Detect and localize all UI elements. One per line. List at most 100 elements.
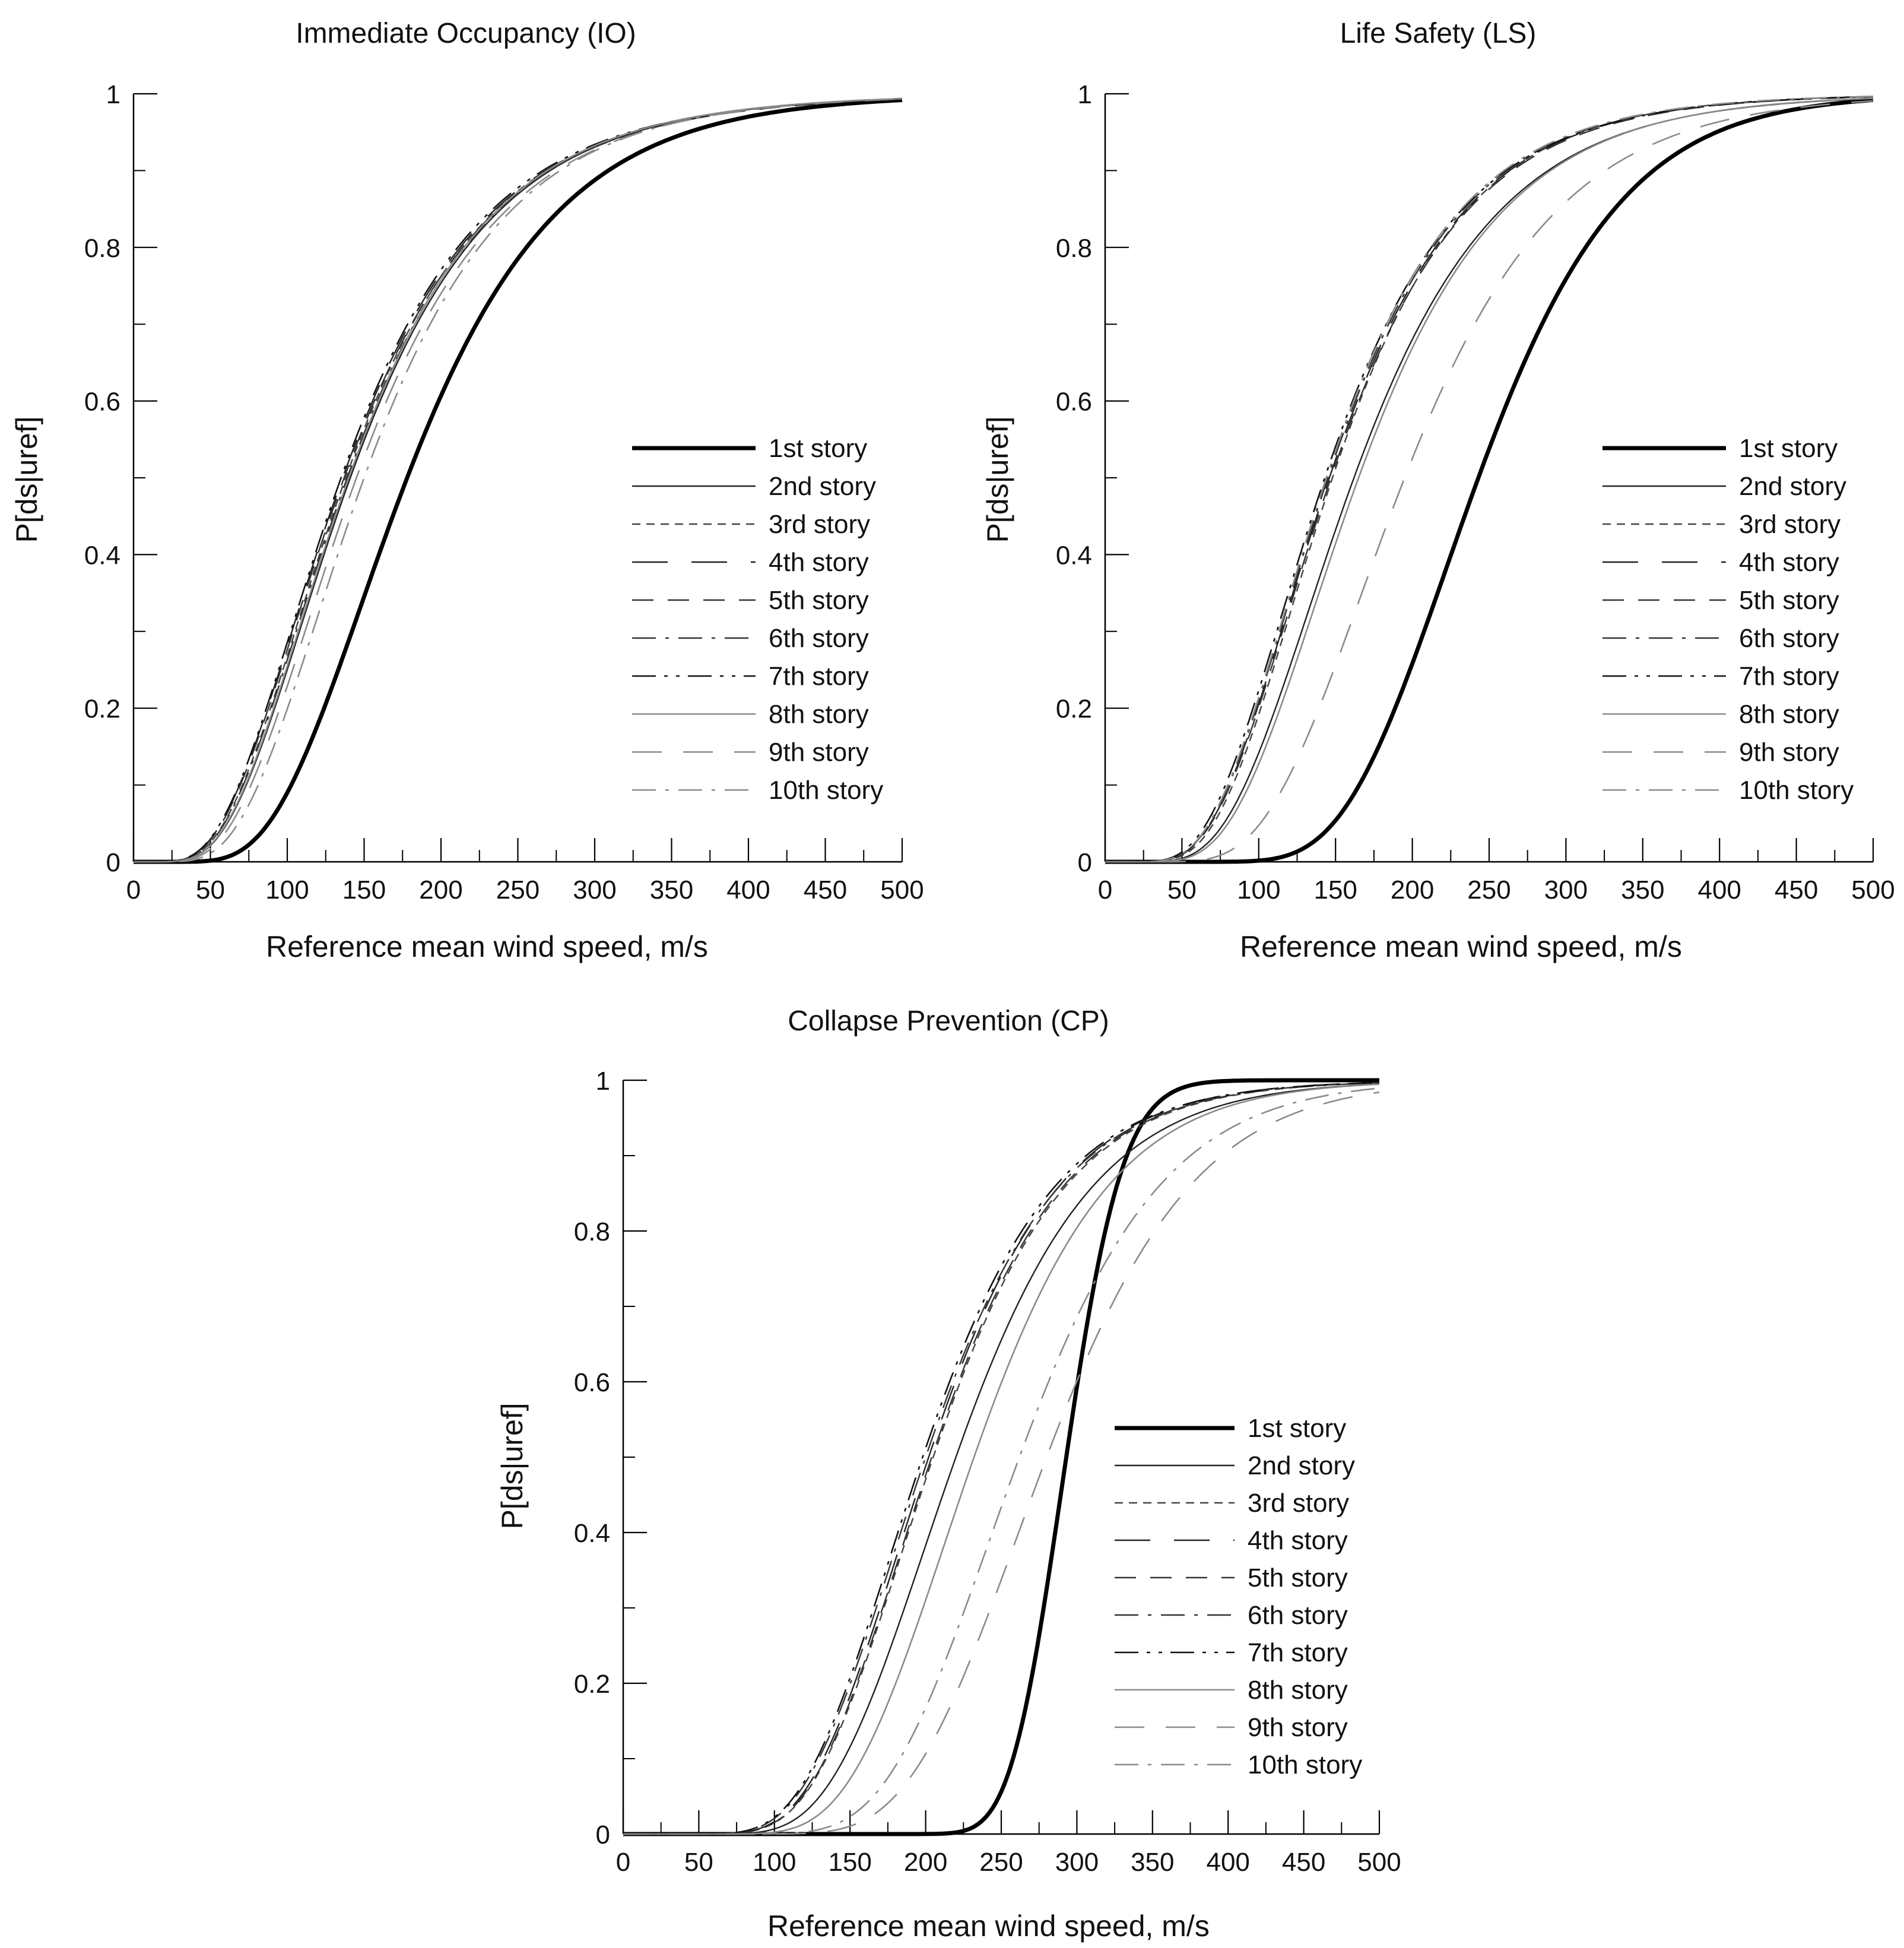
y-tick-label: 0.6 [574,1368,610,1397]
legend-label: 2nd story [1248,1451,1355,1480]
series-line-8 [1105,97,1874,863]
x-tick-label: 50 [196,875,225,905]
y-tick-label: 1 [106,80,120,109]
x-tick-label: 300 [1055,1848,1099,1877]
series-lines [1105,96,1874,864]
x-tick-label: 0 [126,875,141,905]
series-line-7 [134,98,903,863]
series-line-7 [623,1081,1380,1835]
y-tick-labels: 0 0.2 0.4 0.6 0.8 1 [574,1067,610,1849]
legend-label: 10th story [1248,1750,1362,1779]
legend-label: 8th story [1248,1676,1348,1705]
x-tick-label: 350 [650,875,693,905]
x-axis-label: Reference mean wind speed, m/s [266,930,708,963]
legend-label: 9th story [1739,738,1839,767]
x-tick-label: 450 [1282,1848,1325,1877]
series-line-6 [1105,96,1874,863]
y-tick-label: 0.2 [574,1670,610,1699]
legend: 1st story 2nd story 3rd story 4th story 5th … [1115,1414,1362,1779]
x-tick-label: 250 [496,875,540,905]
y-tick-label: 0 [596,1820,610,1849]
series-line-9 [1105,100,1874,863]
x-tick-label: 50 [684,1848,713,1877]
legend-label: 9th story [1248,1713,1348,1742]
legend-label: 5th story [1739,586,1839,615]
x-tick-label: 400 [1206,1848,1249,1877]
x-tick-label: 150 [828,1848,871,1877]
y-tick-label: 0.8 [84,234,120,263]
x-tick-labels: 0 50 100 150 200 250 300 350 400 450 500 [126,875,924,905]
legend-label: 7th story [769,662,869,691]
chart-life-safety: Life Safety (LS) Reference mean wind spe… [981,18,1895,963]
legend-label: 3rd story [769,510,870,539]
y-tick-labels: 0 0.2 0.4 0.6 0.8 1 [84,80,120,877]
legend-label: 3rd story [1248,1489,1349,1518]
x-tick-label: 400 [1697,875,1741,905]
x-tick-label: 500 [880,875,924,905]
y-tick-label: 0.6 [1056,388,1092,417]
x-axis-label: Reference mean wind speed, m/s [767,1909,1210,1943]
x-tick-label: 400 [726,875,770,905]
x-tick-label: 450 [1775,875,1818,905]
x-tick-label: 350 [1131,1848,1174,1877]
x-axis-label: Reference mean wind speed, m/s [1240,930,1682,963]
legend-label: 2nd story [769,472,876,501]
x-tick-label: 50 [1167,875,1197,905]
legend-label: 5th story [1248,1563,1348,1592]
legend-label: 4th story [1248,1526,1348,1555]
x-tick-label: 350 [1621,875,1664,905]
legend-label: 1st story [769,434,867,463]
y-tick-label: 1 [1078,80,1092,109]
x-tick-label: 200 [419,875,462,905]
y-tick-label: 0 [106,848,120,877]
x-tick-label: 0 [616,1848,630,1877]
legend-label: 4th story [769,548,869,577]
y-tick-label: 0.8 [574,1217,610,1246]
axes [1104,93,1874,863]
y-tick-labels: 0 0.2 0.4 0.6 0.8 1 [1056,80,1092,877]
x-tick-label: 100 [753,1848,796,1877]
chart-title: Collapse Prevention (CP) [788,1005,1109,1037]
x-tick-label: 150 [1313,875,1357,905]
x-tick-label: 0 [1098,875,1112,905]
axes [622,1079,1381,1835]
series-lines [134,97,903,864]
x-tick-label: 100 [265,875,309,905]
chart-immediate-occupancy: Immediate Occupancy (IO) Reference mean … [10,18,924,963]
series-lines [623,1078,1380,1836]
x-tick-label: 200 [904,1848,947,1877]
y-tick-label: 0.2 [84,694,120,724]
x-tick-label: 150 [342,875,386,905]
y-axis-label: P[ds|uref] [496,1403,529,1529]
x-tick-label: 200 [1391,875,1434,905]
series-line-1 [1105,98,1874,864]
series-line-1 [134,98,903,864]
x-tick-label: 250 [1467,875,1510,905]
x-tick-label: 500 [1357,1848,1401,1877]
x-tick-label: 250 [979,1848,1023,1877]
legend: 1st story 2nd story 3rd story 4th story 5th … [632,434,883,805]
legend-label: 1st story [1739,434,1838,463]
legend-label: 4th story [1739,548,1839,577]
x-tick-label: 300 [1544,875,1588,905]
legend-label: 3rd story [1739,510,1840,539]
legend-label: 7th story [1248,1638,1348,1667]
y-tick-label: 0 [1078,848,1092,877]
legend-label: 9th story [769,738,869,767]
y-tick-label: 0.2 [1056,694,1092,724]
y-tick-label: 0.4 [1056,541,1092,570]
legend-label: 5th story [769,586,869,615]
chart-collapse-prevention: Collapse Prevention (CP) Reference mean … [496,1005,1401,1943]
series-line-7 [1105,96,1874,863]
series-line-10 [1105,96,1874,863]
x-tick-label: 500 [1851,875,1895,905]
series-line-5 [1105,96,1874,863]
x-tick-label: 100 [1237,875,1280,905]
legend-label: 7th story [1739,662,1839,691]
y-axis-label: P[ds|uref] [10,416,43,542]
y-tick-label: 0.4 [84,541,120,570]
y-tick-label: 0.6 [84,388,120,417]
chart-title: Life Safety (LS) [1340,18,1537,49]
legend-label: 10th story [1739,776,1854,805]
